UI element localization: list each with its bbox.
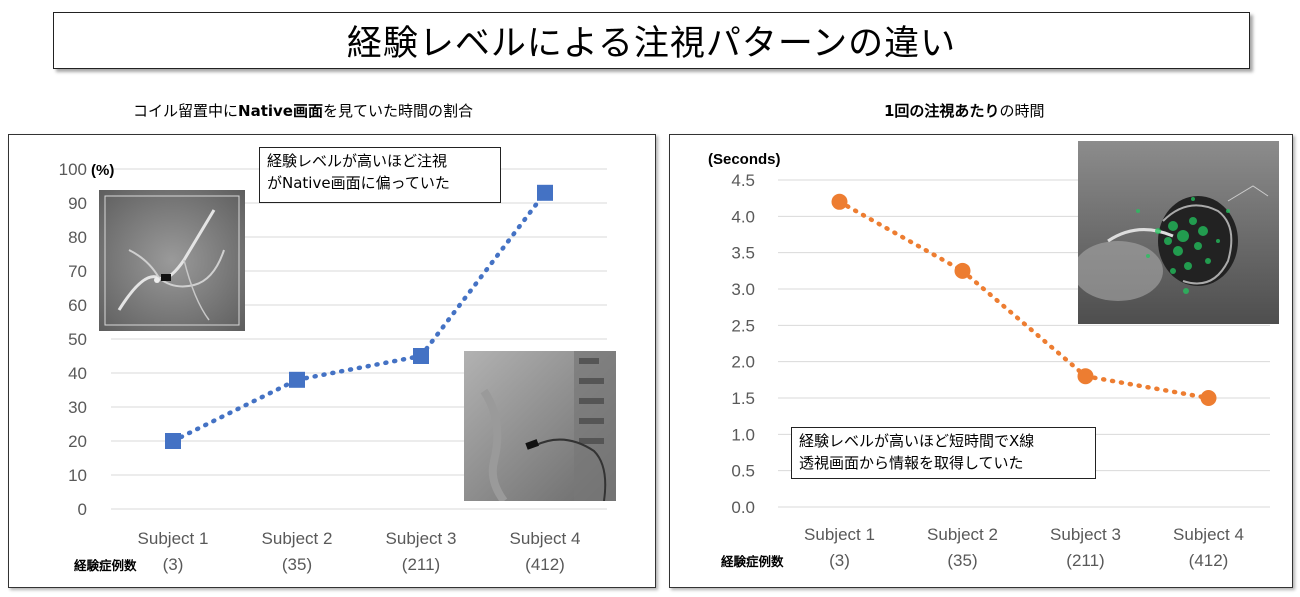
- fluoroscopy-image-thumbnail: [464, 351, 616, 501]
- right-chart-ytick-label: 2.0: [731, 353, 755, 372]
- left-chart-category-sublabel: (35): [282, 555, 312, 574]
- left-chart-ytick-label: 10: [68, 466, 87, 485]
- left-chart-ytick-label: 40: [68, 364, 87, 383]
- left-chart-ytick-label: 0: [78, 500, 87, 519]
- left-chart-category-sublabel: (3): [163, 555, 184, 574]
- right-chart-category-label: Subject 1: [804, 525, 875, 544]
- native-image-thumbnail: [99, 190, 245, 331]
- left-chart-panel: 0 10 20 30 40 50 60 70 80 90 100 (%) Subject 1 (3) Sub…: [8, 134, 656, 588]
- right-chart-category-sublabel: (35): [947, 551, 977, 570]
- right-chart-annotation: 経験レベルが高いほど短時間でX線 透視画面から情報を取得していた: [791, 427, 1096, 479]
- left-chart-ytick-label: 50: [68, 330, 87, 349]
- left-chart-data-point: [413, 348, 429, 364]
- left-chart-category-sublabel: (412): [525, 555, 565, 574]
- left-chart-ytick-label: 80: [68, 228, 87, 247]
- right-chart-ytick-label: 1.5: [731, 389, 755, 408]
- right-chart-ytick-label: 1.0: [731, 425, 755, 444]
- left-chart-subtitle: コイル留置中にNative画面を見ていた時間の割合: [133, 102, 473, 120]
- right-chart-ytick-label: 0.5: [731, 462, 755, 481]
- left-chart-y-unit-label: (%): [91, 162, 114, 179]
- right-chart-category-label: Subject 4: [1173, 525, 1244, 544]
- left-chart-data-point: [289, 371, 305, 388]
- right-chart-series-segment: [837, 199, 965, 274]
- page-title: 経験レベルによる注視パターンの違い: [53, 12, 1250, 69]
- right-chart-ytick-label: 4.5: [731, 171, 755, 190]
- right-chart-data-point: [1077, 368, 1094, 385]
- gaze-overlay-image-thumbnail: [1078, 141, 1279, 324]
- left-chart-data-point: [537, 184, 553, 201]
- left-chart-ytick-label: 60: [68, 296, 87, 315]
- left-chart-experience-label: 経験症例数: [74, 558, 137, 573]
- left-chart-category-label: Subject 2: [262, 529, 333, 548]
- left-chart-series-segment: [418, 190, 548, 359]
- right-chart-ytick-label: 3.0: [731, 280, 755, 299]
- right-chart-experience-label: 経験症例数: [721, 554, 784, 569]
- right-chart-ytick-label: 3.5: [731, 244, 755, 263]
- left-chart-series-segment: [294, 353, 424, 383]
- right-chart-data-point: [831, 193, 848, 210]
- right-chart-category-sublabel: (211): [1066, 551, 1104, 570]
- left-chart-data-point: [165, 433, 181, 449]
- left-chart-ytick-label: 30: [68, 398, 87, 417]
- left-chart-series-segment: [170, 377, 300, 444]
- left-chart-ytick-label: 100: [59, 160, 87, 179]
- left-chart-ytick-label: 90: [68, 194, 87, 213]
- left-chart-category-label: Subject 3: [386, 529, 457, 548]
- left-chart-category-sublabel: (211): [402, 555, 440, 574]
- right-chart-series-segment: [1083, 373, 1211, 401]
- right-chart-ytick-label: 4.0: [731, 207, 755, 226]
- right-chart: 0.0 0.5 1.0 1.5 2.0 2.5 3.0 3.5 4.0 4.5 (Seconds) S…: [708, 151, 1270, 570]
- right-chart-category-sublabel: (3): [829, 551, 850, 570]
- left-chart-ytick-label: 20: [68, 432, 87, 451]
- right-chart-series-segment: [960, 268, 1088, 379]
- right-chart-category-sublabel: (412): [1189, 551, 1229, 570]
- left-chart-annotation: 経験レベルが高いほど注視 がNative画面に偏っていた: [259, 147, 501, 203]
- right-chart-data-point: [954, 262, 971, 279]
- left-chart-category-label: Subject 4: [510, 529, 581, 548]
- right-chart-ytick-label: 0.0: [731, 498, 755, 517]
- left-chart-ytick-label: 70: [68, 262, 87, 281]
- right-chart-ytick-label: 2.5: [731, 316, 755, 335]
- right-chart-panel: 0.0 0.5 1.0 1.5 2.0 2.5 3.0 3.5 4.0 4.5 (Seconds) S…: [669, 134, 1293, 588]
- right-chart-subtitle: 1回の注視あたりの時間: [884, 102, 1045, 120]
- right-chart-category-label: Subject 3: [1050, 525, 1121, 544]
- right-chart-category-label: Subject 2: [927, 525, 998, 544]
- right-chart-y-unit-label: (Seconds): [708, 151, 781, 168]
- left-chart-category-label: Subject 1: [138, 529, 209, 548]
- right-chart-data-point: [1200, 390, 1217, 406]
